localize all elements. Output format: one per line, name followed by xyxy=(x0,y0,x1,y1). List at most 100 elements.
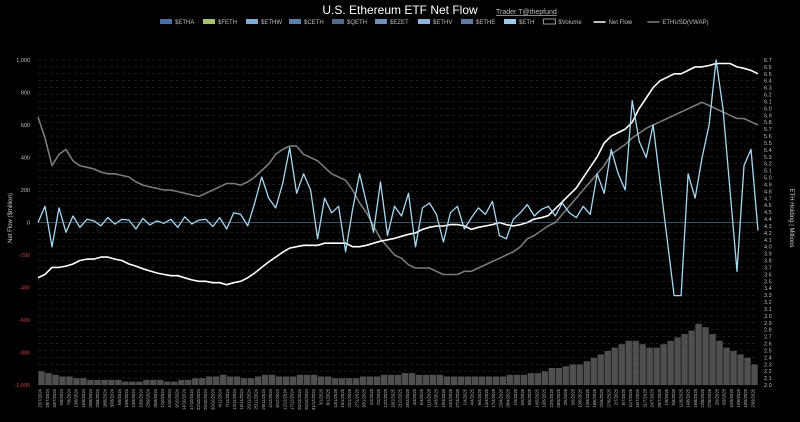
y2-tick-label: 6.1 xyxy=(764,99,772,105)
volume-bar xyxy=(555,368,562,385)
volume-bar xyxy=(129,381,136,385)
volume-bar xyxy=(436,374,444,385)
x-tick-label: 20/8/2024 xyxy=(88,388,93,407)
x-tick-label: 27/6/2025 xyxy=(606,388,611,407)
y2-tick-label: 5.7 xyxy=(764,127,772,133)
x-tick-label: 26/12/2024 xyxy=(304,388,309,410)
volume-bar xyxy=(108,379,115,385)
volume-bar xyxy=(115,379,122,385)
volume-bar xyxy=(457,376,465,385)
x-tick-label: 2/7/2025 xyxy=(614,388,619,405)
x-tick-label: 10/6/2025 xyxy=(578,388,583,407)
x-tick-label: 14/8/2025 xyxy=(686,388,691,407)
y2-tick-label: 6.4 xyxy=(764,79,772,85)
volume-bar xyxy=(171,381,178,385)
volume-bar xyxy=(569,364,576,385)
x-tick-label: 21/2/2025 xyxy=(398,388,403,407)
x-tick-label: 28/4/2025 xyxy=(506,388,511,407)
volume-bar xyxy=(282,376,290,385)
legend-item: $Volume xyxy=(542,18,582,26)
x-tick-label: 22/5/2025 xyxy=(549,388,554,407)
legend-label: $CETH xyxy=(304,20,324,26)
x-tick-label: 5/9/2024 xyxy=(117,388,122,405)
y2-tick-label: 3.7 xyxy=(764,265,772,271)
x-tick-label: 14/4/2025 xyxy=(484,388,489,407)
x-tick-label: 25/11/2024 xyxy=(254,388,259,409)
volume-bar xyxy=(527,373,535,385)
volume-bar xyxy=(143,379,150,385)
y2-tick-label: 2.0 xyxy=(764,383,772,389)
volume-bar xyxy=(157,379,164,385)
volume-bar xyxy=(653,347,660,385)
volume-bar xyxy=(324,376,332,385)
volume-bar xyxy=(359,376,367,385)
y2-tick-label: 5.4 xyxy=(764,148,772,154)
y2-tick-label: 5.0 xyxy=(764,176,772,182)
volume-bar xyxy=(254,376,262,385)
volume-bar xyxy=(688,330,695,385)
line-series xyxy=(37,59,759,297)
x-tick-label: 12/11/2024 xyxy=(232,388,237,409)
volume-bar xyxy=(241,378,248,385)
x-tick-label: 10/9/2025 xyxy=(729,388,734,407)
volume-bar xyxy=(136,381,143,385)
y2-tick-label: 3.3 xyxy=(764,293,772,299)
x-tick-label: 17/4/2025 xyxy=(491,388,496,407)
y2-tick-label: 4.9 xyxy=(764,182,772,188)
x-tick-label: 22/1/2025 xyxy=(347,388,352,407)
volume-bar xyxy=(289,376,297,385)
x-tick-label: 20/11/2024 xyxy=(246,388,251,409)
right-axis: 6.76.66.56.46.36.26.16.05.95.85.75.65.55… xyxy=(764,58,772,389)
x-tick-label: 23/7/2024 xyxy=(38,388,43,407)
x-tick-label: 1/10/2024 xyxy=(160,388,165,407)
x-tick-label: 26/9/2024 xyxy=(153,388,158,407)
volume-bar xyxy=(331,378,339,385)
x-tick-label: 5/9/2025 xyxy=(722,388,727,405)
volume-bar xyxy=(338,378,346,385)
volume-bar xyxy=(296,374,304,385)
volume-bar xyxy=(660,344,667,385)
x-tick-label: 16/8/2024 xyxy=(81,388,86,407)
volume-bar xyxy=(597,354,604,385)
volume-bar xyxy=(401,373,409,385)
y-tick-label: -800 xyxy=(19,351,30,357)
volume-bar xyxy=(52,374,59,385)
volume-bar xyxy=(73,378,80,385)
y2-tick-label: 4.1 xyxy=(764,238,772,244)
volume-bar xyxy=(380,374,388,385)
x-tick-label: 18/2/2025 xyxy=(390,388,395,407)
x-tick-label: 18/9/2025 xyxy=(743,388,748,407)
legend-swatch xyxy=(504,19,516,24)
x-tick-label: 27/1/2025 xyxy=(354,388,359,407)
x-tick-label: 27/8/2025 xyxy=(707,388,712,407)
x-tick-label: 19/5/2025 xyxy=(542,388,547,407)
x-tick-label: 22/10/2024 xyxy=(196,388,201,410)
x-tick-label: 5/8/2024 xyxy=(59,388,64,405)
volume-bar xyxy=(534,373,542,385)
volume-bar xyxy=(45,373,52,385)
x-tick-label: 13/8/2024 xyxy=(74,388,79,407)
legend-label: ETHUSD(VWAP) xyxy=(662,20,708,26)
y-tick-label: -200 xyxy=(19,253,30,259)
x-tick-label: 24/7/2025 xyxy=(650,388,655,407)
y2-tick-label: 4.6 xyxy=(764,203,772,209)
volume-bar xyxy=(506,374,514,385)
legend-label: $ETHE xyxy=(476,20,495,26)
x-tick-label: 27/3/2025 xyxy=(455,388,460,407)
volume-bar xyxy=(702,327,709,385)
y-tick-label: 800 xyxy=(21,91,30,97)
volume-bar xyxy=(576,364,583,385)
y2-axis-label: ETH Holding | Millions xyxy=(788,189,794,248)
volume-bar xyxy=(227,376,234,385)
volume-bar xyxy=(38,371,45,385)
volume-bar xyxy=(618,344,625,385)
x-tick-label: 10/9/2024 xyxy=(124,388,129,407)
x-tick-label: 7/8/2024 xyxy=(66,388,71,405)
y-tick-label: 400 xyxy=(21,156,30,162)
y2-tick-label: 2.8 xyxy=(764,328,772,334)
y2-tick-label: 5.6 xyxy=(764,134,772,140)
volume-bar xyxy=(394,374,402,385)
y2-tick-label: 6.3 xyxy=(764,86,772,92)
